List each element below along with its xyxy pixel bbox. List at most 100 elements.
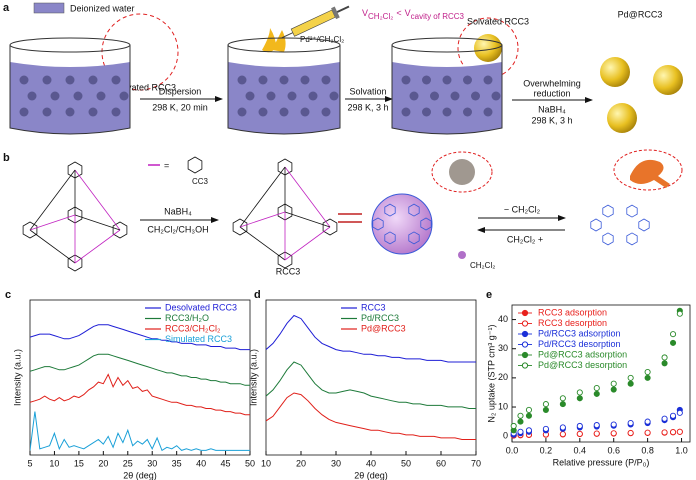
particle <box>279 75 289 85</box>
series-line <box>30 373 250 416</box>
plot-frame <box>511 304 691 443</box>
legend-swatch <box>521 362 529 369</box>
ring <box>384 231 396 245</box>
x-tick-label: 25 <box>123 458 133 468</box>
label: Dispersion <box>159 86 202 96</box>
beaker <box>391 45 503 135</box>
label: = <box>164 160 169 170</box>
point <box>627 374 634 381</box>
ring <box>277 251 293 269</box>
y-tick-label: 40 <box>498 314 508 324</box>
particle <box>491 91 501 101</box>
nanoparticle <box>653 65 683 95</box>
ring <box>408 203 420 217</box>
particle <box>50 91 60 101</box>
legend-swatch <box>521 330 529 338</box>
panel-label: e <box>486 289 492 301</box>
point <box>593 385 600 392</box>
series-line <box>266 314 476 363</box>
series-line <box>266 361 476 409</box>
point <box>517 428 524 435</box>
particle <box>73 91 83 101</box>
bond <box>239 226 286 261</box>
y-axis-label: Intensity (a.u.) <box>12 349 22 406</box>
x-tick-label: 0.4 <box>574 445 587 455</box>
legend-label: Simulated RCC3 <box>165 334 232 344</box>
legend-label: RCC3 <box>361 302 386 312</box>
x-tick-label: 40 <box>366 458 376 468</box>
bond <box>29 214 76 231</box>
ring <box>408 231 420 245</box>
bond <box>29 169 76 231</box>
bond <box>74 229 121 264</box>
x-tick-label: 40 <box>196 458 206 468</box>
beaker-rim <box>227 37 341 53</box>
legend-label: Pd/RCC3 <box>361 313 399 323</box>
ring <box>322 218 338 236</box>
particle <box>442 75 452 85</box>
ring <box>232 218 248 236</box>
x-axis-label: Relative pressure (P/P₀) <box>553 457 650 467</box>
condition-part: < <box>396 8 401 18</box>
legend-label: RCC3/CH₂Cl₂ <box>165 323 221 333</box>
particle <box>42 107 52 117</box>
point <box>559 424 566 431</box>
particle <box>329 91 339 101</box>
bond <box>284 211 331 228</box>
particle <box>401 75 411 85</box>
point <box>510 422 517 430</box>
label: CH₂Cl₂/CH₃OH <box>147 224 208 234</box>
legend-swatch <box>521 320 529 327</box>
beaker <box>227 45 341 135</box>
legend-text: Deionized water <box>70 3 135 13</box>
ball <box>449 159 475 185</box>
point <box>661 415 668 422</box>
x-tick-label: 0.2 <box>540 445 553 455</box>
point <box>576 389 583 396</box>
particle <box>65 107 75 117</box>
legend-label: RCC3 adsorption <box>538 307 607 317</box>
point <box>542 406 549 413</box>
y-axis-label: Intensity (a.u.) <box>248 349 258 406</box>
label: 298 K, 20 min <box>152 102 208 112</box>
point <box>644 368 651 376</box>
x-tick-label: 0.8 <box>641 445 654 455</box>
point <box>576 430 583 437</box>
nanoparticle <box>607 103 637 133</box>
x-tick-label: 35 <box>172 458 182 468</box>
point <box>644 429 651 436</box>
drumstick <box>630 159 670 188</box>
syringe <box>281 5 350 39</box>
solvated-cage <box>371 193 433 255</box>
x-tick-label: 30 <box>331 458 341 468</box>
x-tick-label: 1.0 <box>675 445 688 455</box>
x-tick-label: 20 <box>296 458 306 468</box>
beaker-water <box>228 62 340 134</box>
legend-label: Pd/RCC3 adsorption <box>538 328 621 338</box>
label: NaBH₄ <box>164 206 192 216</box>
particle <box>442 107 452 117</box>
particle <box>27 91 37 101</box>
label: reduction <box>533 88 570 98</box>
series-line <box>266 392 476 440</box>
point <box>661 354 668 361</box>
label: − CH₂Cl₂ <box>504 204 541 214</box>
point <box>593 430 600 437</box>
label: Desolvated RCC3 <box>104 82 176 92</box>
particle <box>88 75 98 85</box>
x-axis-label: 2θ (deg) <box>354 470 388 480</box>
ring <box>420 217 432 231</box>
label: Pd@RCC3 <box>618 9 663 19</box>
beaker-water <box>392 62 502 134</box>
particle <box>300 75 310 85</box>
x-tick-label: 20 <box>98 458 108 468</box>
label: Solvated RCC3 <box>467 16 529 26</box>
bond <box>284 166 331 228</box>
particle <box>96 91 106 101</box>
legend-label: RCC3 desorption <box>538 318 607 328</box>
y-tick-label: 30 <box>498 343 508 353</box>
legend-label: Pd@RCC3 <box>361 323 406 333</box>
particle <box>300 107 310 117</box>
ring <box>638 218 650 232</box>
particle <box>450 91 460 101</box>
